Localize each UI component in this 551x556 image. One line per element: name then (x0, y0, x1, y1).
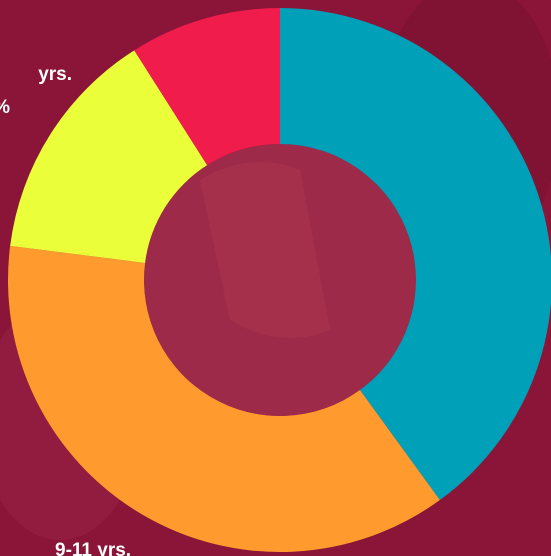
category-label: 9-11 yrs. (55, 540, 131, 556)
annotation: yrs. (38, 64, 72, 85)
chart: yrs. % 9-11 yrs. (0, 0, 551, 556)
annotation: % (0, 97, 10, 118)
